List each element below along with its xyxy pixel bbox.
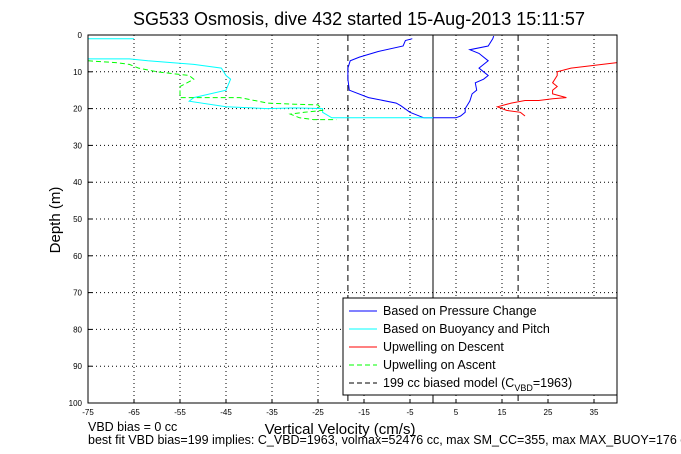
y-tick-label: 10	[73, 68, 82, 77]
y-axis-label: Depth (m)	[47, 187, 64, 254]
x-tick-label: -55	[174, 408, 186, 417]
x-tick-label: -45	[220, 408, 232, 417]
vbd-bias-note: VBD bias = 0 cc	[88, 420, 178, 434]
x-axis-label: Vertical Velocity (cm/s)	[265, 421, 416, 438]
x-tick-label: -75	[82, 408, 94, 417]
legend-label: Based on Pressure Change	[383, 304, 537, 318]
x-tick-label: 25	[544, 408, 553, 417]
legend-box	[342, 297, 618, 396]
legend-label: Upwelling on Ascent	[383, 358, 496, 372]
x-tick-label: 35	[590, 408, 599, 417]
y-tick-label: 40	[73, 178, 82, 187]
x-tick-label: -25	[312, 408, 324, 417]
x-tick-labels: -75 -65 -55 -45 -35 -25 -15 -5 5 15 25 35	[82, 408, 599, 417]
y-tick-labels: 0 10 20 30 40 50 60 70 80 90 100	[69, 31, 83, 408]
x-tick-label: 5	[454, 408, 459, 417]
x-tick-label: -65	[128, 408, 140, 417]
series-line	[495, 62, 618, 117]
y-tick-label: 90	[73, 362, 82, 371]
series-line	[347, 35, 495, 119]
x-tick-label: -35	[266, 408, 278, 417]
best-fit-note: best fit VBD bias=199 implies: C_VBD=196…	[88, 433, 681, 447]
legend-label: Based on Buoyancy and Pitch	[383, 322, 550, 336]
y-tick-label: 60	[73, 252, 82, 261]
x-tick-label: 15	[498, 408, 507, 417]
legend: Based on Pressure Change Based on Buoyanc…	[342, 297, 618, 396]
legend-label: Upwelling on Descent	[383, 340, 504, 354]
x-tick-label: -5	[406, 408, 414, 417]
y-tick-label: 0	[78, 31, 83, 40]
chart-title: SG533 Osmosis, dive 432 started 15-Aug-2…	[133, 9, 585, 29]
y-tick-label: 30	[73, 141, 82, 150]
x-tick-label: -15	[358, 408, 370, 417]
y-tick-label: 70	[73, 289, 82, 298]
y-tick-label: 20	[73, 105, 82, 114]
series-line	[87, 60, 337, 121]
y-tick-label: 50	[73, 215, 82, 224]
series-lines	[87, 35, 618, 121]
y-tick-label: 80	[73, 325, 82, 334]
plot-area	[87, 34, 618, 404]
series-line	[87, 38, 433, 119]
legend-label: 199 cc biased model (CVBD=1963)	[383, 376, 572, 393]
y-tick-label: 100	[69, 399, 83, 408]
